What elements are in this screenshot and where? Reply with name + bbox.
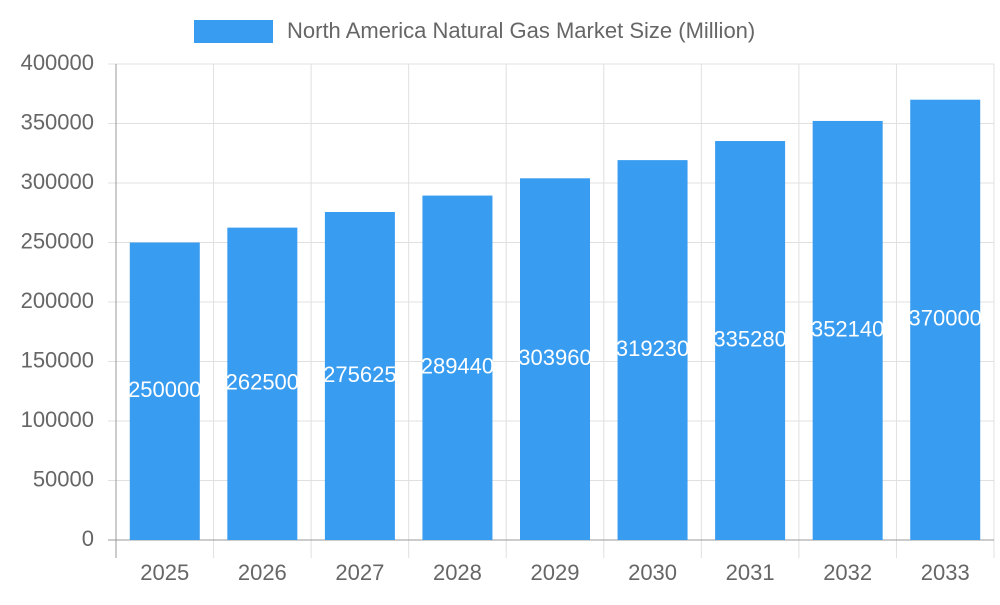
data-label: 275625 — [323, 362, 396, 387]
data-label: 289440 — [421, 354, 494, 379]
bar — [422, 195, 493, 540]
data-label: 303960 — [518, 345, 591, 370]
data-label: 335280 — [713, 326, 786, 351]
bar — [910, 99, 981, 540]
y-tick-label: 0 — [82, 526, 94, 551]
x-tick-label: 2029 — [531, 560, 580, 585]
y-tick-label: 150000 — [21, 347, 94, 372]
bar — [617, 160, 688, 540]
y-tick-label: 50000 — [33, 466, 94, 491]
data-label: 319230 — [616, 336, 689, 361]
data-label: 250000 — [128, 377, 201, 402]
x-tick-label: 2026 — [238, 560, 287, 585]
x-tick-label: 2030 — [628, 560, 677, 585]
bar — [227, 227, 298, 540]
data-label: 352140 — [811, 316, 884, 341]
y-tick-label: 400000 — [21, 50, 94, 75]
bar — [812, 120, 883, 540]
bar — [715, 141, 786, 541]
x-tick-label: 2025 — [140, 560, 189, 585]
data-label: 370000 — [909, 306, 982, 331]
x-tick-label: 2028 — [433, 560, 482, 585]
x-tick-label: 2032 — [823, 560, 872, 585]
legend-label: North America Natural Gas Market Size (M… — [287, 18, 755, 43]
x-tick-label: 2031 — [726, 560, 775, 585]
y-tick-label: 100000 — [21, 407, 94, 432]
y-tick-label: 350000 — [21, 109, 94, 134]
y-tick-label: 250000 — [21, 228, 94, 253]
data-label: 262500 — [226, 370, 299, 395]
y-tick-label: 200000 — [21, 288, 94, 313]
legend-swatch — [194, 20, 273, 43]
x-tick-label: 2027 — [335, 560, 384, 585]
y-tick-label: 300000 — [21, 169, 94, 194]
bar — [324, 212, 395, 540]
x-tick-label: 2033 — [921, 560, 970, 585]
bar — [520, 178, 590, 540]
bar — [129, 242, 200, 540]
